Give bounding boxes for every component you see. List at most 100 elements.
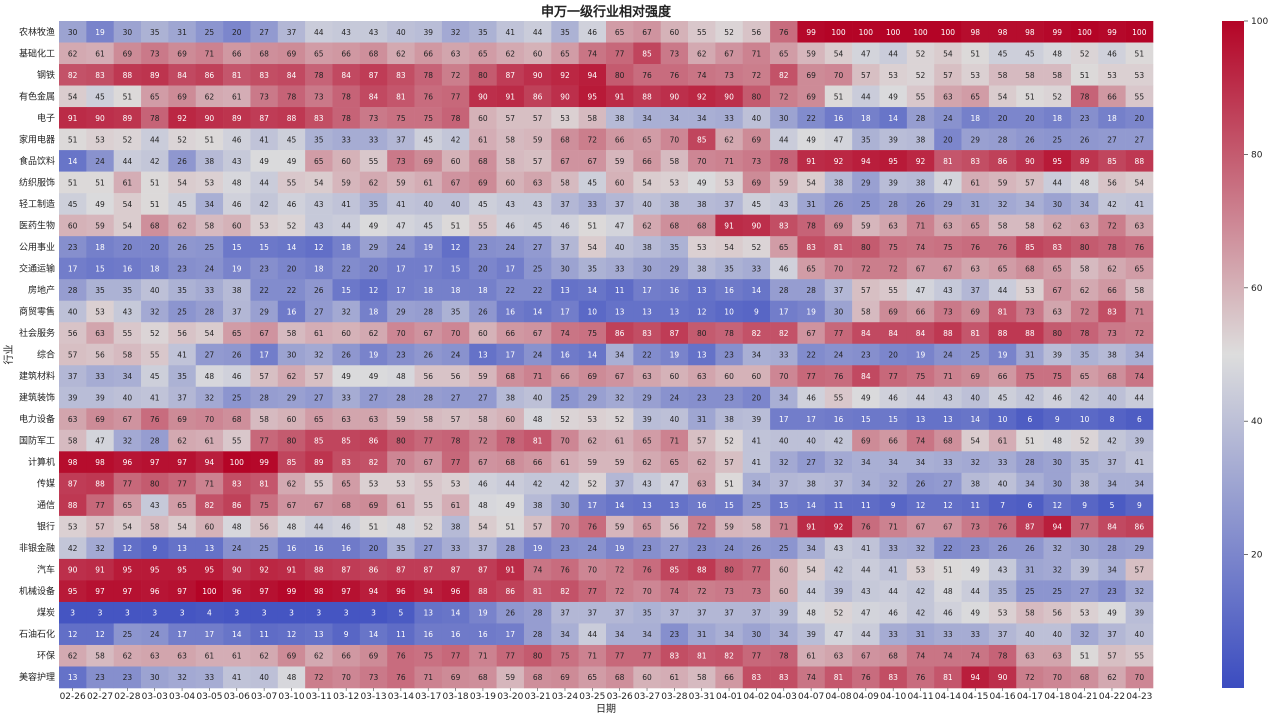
cell-value-label: 13: [697, 286, 707, 295]
cell-value-label: 13: [560, 286, 570, 295]
heatmap-cell: [906, 107, 935, 129]
cell-value-label: 28: [916, 114, 926, 123]
heatmap-cell: [332, 150, 361, 172]
cell-value-label: 16: [670, 286, 680, 295]
heatmap-cell: [824, 429, 853, 452]
cell-value-label: 3: [262, 609, 267, 618]
cell-value-label: 12: [123, 544, 133, 553]
heatmap-cell: [1125, 365, 1154, 388]
cell-value-label: 65: [615, 28, 625, 37]
cell-value-label: 69: [177, 49, 187, 58]
heatmap-cell: [332, 64, 361, 86]
cell-value-label: 42: [834, 566, 844, 575]
cell-value-label: 24: [232, 544, 242, 553]
cell-value-label: 15: [232, 243, 242, 252]
heatmap-cell: [988, 214, 1017, 237]
heatmap-cell: [1043, 515, 1072, 538]
heatmap-cell: [141, 107, 169, 129]
cell-value-label: 54: [970, 437, 980, 446]
heatmap-cell: [86, 451, 114, 474]
cell-value-label: 51: [1080, 652, 1090, 661]
heatmap-cell: [414, 64, 443, 86]
heatmap-cell: [551, 64, 579, 86]
heatmap-cell: [606, 644, 634, 667]
cell-value-label: 28: [423, 307, 433, 316]
cell-value-label: 20: [369, 264, 379, 273]
x-tick-label: 04-01: [716, 692, 742, 702]
heatmap-cell: [961, 386, 990, 409]
cell-value-label: 67: [642, 28, 652, 37]
cell-value-label: 13: [916, 415, 926, 424]
cell-value-label: 38: [834, 178, 844, 187]
x-tick-label: 04-23: [1126, 692, 1152, 702]
cell-value-label: 45: [150, 372, 160, 381]
cell-value-label: 13: [68, 673, 78, 682]
heatmap-cell: [113, 257, 142, 280]
heatmap-cell: [86, 429, 114, 452]
cell-value-label: 55: [697, 28, 707, 37]
cell-value-label: 73: [369, 114, 379, 123]
cell-value-label: 30: [834, 307, 844, 316]
heatmap-cell: [1043, 85, 1072, 108]
heatmap-cell: [359, 451, 388, 474]
cell-value-label: 53: [916, 566, 926, 575]
heatmap-cell: [414, 236, 443, 258]
heatmap-cell: [359, 171, 388, 194]
cell-value-label: 46: [943, 609, 953, 618]
heatmap-cell: [359, 365, 388, 388]
cell-value-label: 62: [1080, 286, 1090, 295]
heatmap-cell: [277, 322, 306, 345]
cell-value-label: 52: [177, 135, 187, 144]
cell-value-label: 56: [177, 329, 187, 338]
heatmap-cell: [277, 150, 306, 172]
heatmap-cell: [852, 472, 880, 495]
heatmap-cell: [1016, 429, 1044, 452]
cell-value-label: 65: [314, 157, 324, 166]
heatmap-cell: [824, 257, 853, 280]
cell-value-label: 96: [396, 587, 406, 596]
heatmap-cell: [988, 171, 1017, 194]
cell-value-label: 34: [724, 630, 734, 639]
cell-value-label: 87: [1025, 523, 1035, 532]
cell-value-label: 96: [123, 458, 133, 467]
heatmap-cell: [633, 472, 661, 495]
heatmap-cell: [441, 429, 470, 452]
heatmap-cell: [633, 644, 661, 667]
cell-value-label: 34: [888, 458, 898, 467]
cell-value-label: 87: [68, 480, 78, 489]
heatmap-cell: [742, 193, 771, 215]
heatmap-cell: [770, 236, 798, 258]
cell-value-label: 81: [533, 437, 543, 446]
heatmap-cell: [523, 107, 552, 129]
heatmap-cell: [961, 451, 990, 474]
cell-value-label: 63: [150, 652, 160, 661]
heatmap-cell: [387, 21, 415, 43]
cell-value-label: 62: [1107, 673, 1117, 682]
heatmap-cell: [688, 429, 716, 452]
heatmap-cell: [1016, 623, 1044, 646]
cell-value-label: 14: [806, 501, 816, 510]
cell-value-label: 19: [806, 307, 816, 316]
cell-value-label: 33: [451, 544, 461, 553]
cell-value-label: 32: [341, 307, 351, 316]
cell-value-label: 94: [369, 587, 379, 596]
heatmap-cell: [660, 64, 689, 86]
cell-value-label: 53: [588, 415, 598, 424]
heatmap-cell: [824, 515, 853, 538]
x-tick-label: 03-20: [497, 692, 523, 702]
heatmap-cell: [195, 193, 224, 215]
heatmap-cell: [1125, 85, 1154, 108]
heatmap-cell: [688, 257, 716, 280]
cell-value-label: 54: [642, 178, 652, 187]
cell-value-label: 34: [615, 630, 625, 639]
cell-value-label: 72: [1080, 307, 1090, 316]
cell-value-label: 48: [232, 178, 242, 187]
heatmap-cell: [250, 214, 279, 237]
heatmap-cell: [277, 171, 306, 194]
heatmap-cell: [496, 644, 525, 667]
cell-value-label: 29: [1135, 544, 1145, 553]
cell-value-label: 34: [560, 630, 570, 639]
cell-value-label: 33: [970, 630, 980, 639]
cell-value-label: 40: [123, 394, 133, 403]
heatmap-cell: [523, 365, 552, 388]
